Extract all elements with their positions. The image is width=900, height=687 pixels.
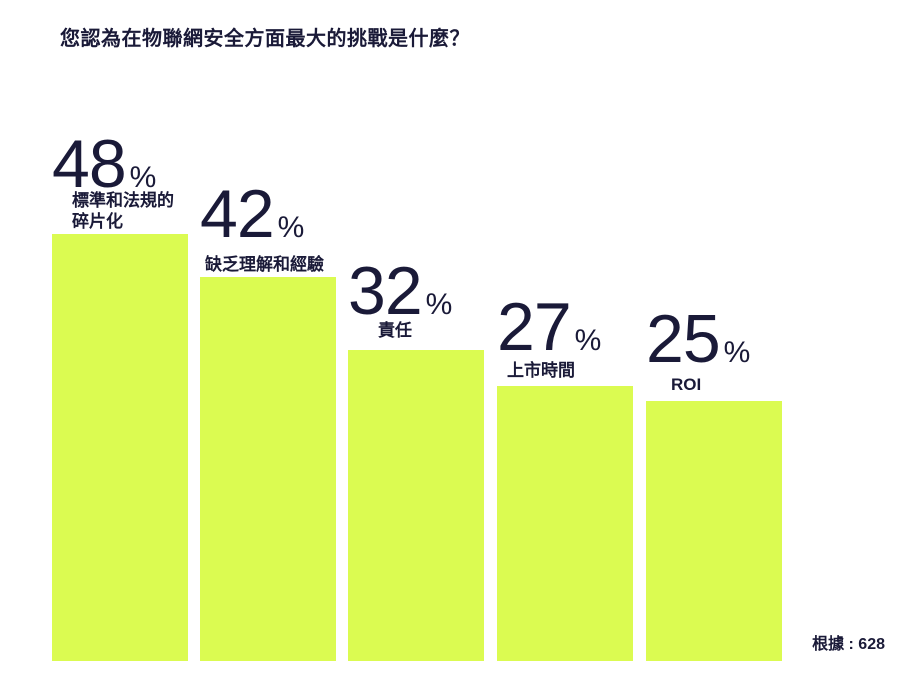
base-note: 根據 : 628 xyxy=(812,636,885,653)
category-label-line: 碎片化 xyxy=(72,212,123,232)
category-label-line: 上市時間 xyxy=(507,361,575,380)
value-row: 32% xyxy=(348,257,608,325)
bar xyxy=(646,401,782,661)
bar xyxy=(348,350,484,661)
percent-sign: % xyxy=(129,161,157,194)
category-label: 上市時間 xyxy=(497,360,757,381)
value-label: 27 xyxy=(497,289,572,365)
chart-title: 您認為在物聯網安全方面最大的挑戰是什麼？ xyxy=(60,28,470,50)
percent-sign: % xyxy=(723,336,751,369)
value-row: 48% xyxy=(52,130,312,198)
bar-annotation: 48% 標準和法規的 碎片化 xyxy=(52,130,312,232)
category-label: 缺乏理解和經驗 xyxy=(200,254,460,275)
percent-sign: % xyxy=(425,288,453,321)
bar xyxy=(497,386,633,661)
bar xyxy=(200,277,336,661)
value-row: 42% xyxy=(200,180,460,248)
category-label: 標準和法規的 碎片化 xyxy=(52,190,312,232)
category-label-line: ROI xyxy=(671,375,702,394)
value-label: 25 xyxy=(646,301,721,377)
category-label: ROI xyxy=(646,374,900,395)
value-label: 42 xyxy=(200,176,275,252)
category-label-line: 責任 xyxy=(378,321,412,340)
bar-annotation: 42% 缺乏理解和經驗 xyxy=(200,180,460,275)
bar xyxy=(52,234,188,661)
bar-annotation: 32% 責任 xyxy=(348,257,608,341)
percent-sign: % xyxy=(277,211,305,244)
bar-annotation: 25% ROI xyxy=(646,305,900,395)
category-label-line: 缺乏理解和經驗 xyxy=(205,255,324,274)
category-label-line: 標準和法規的 xyxy=(72,191,174,210)
value-label: 32 xyxy=(348,253,423,329)
value-row: 25% xyxy=(646,305,900,373)
percent-sign: % xyxy=(574,324,602,357)
category-label: 責任 xyxy=(348,320,608,341)
bar-annotation: 27% 上市時間 xyxy=(497,293,757,381)
value-label: 48 xyxy=(52,126,127,202)
value-row: 27% xyxy=(497,293,757,361)
